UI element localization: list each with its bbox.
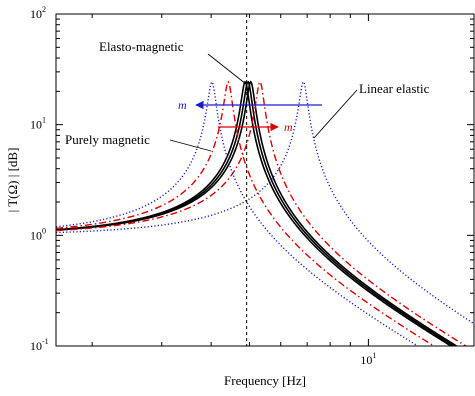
series-line-blue-6	[56, 80, 474, 325]
m-blue-label: m	[178, 98, 187, 112]
elasto-leader-line	[207, 53, 247, 85]
y-tick-label: 101	[30, 116, 46, 132]
purely-magnetic-label: Purely magnetic	[65, 132, 150, 147]
linear-elastic-label: Linear elastic	[359, 81, 430, 96]
y-tick-label: 102	[30, 5, 46, 21]
axis-ticks: 10-1 100 101 102 101	[30, 5, 474, 367]
series-line-red-3	[56, 80, 436, 346]
x-tick-label: 101	[360, 351, 376, 367]
linear-leader-line	[313, 89, 358, 139]
y-tick-label: 10-1	[30, 337, 49, 353]
x-axis-label: Frequency [Hz]	[224, 373, 306, 388]
series-line-red-4	[56, 80, 468, 346]
y-tick-label: 100	[30, 226, 46, 242]
elasto-magnetic-label: Elasto-magnetic	[99, 39, 184, 54]
series-line-blue-5	[56, 81, 420, 346]
m-red-label: m	[284, 120, 293, 134]
series-layer	[56, 80, 474, 346]
plot-frame	[55, 13, 475, 347]
series-line-black-2	[56, 80, 459, 346]
y-axis-label: | T(Ω) | [dB]	[5, 148, 20, 213]
purely-leader-line	[169, 139, 212, 152]
